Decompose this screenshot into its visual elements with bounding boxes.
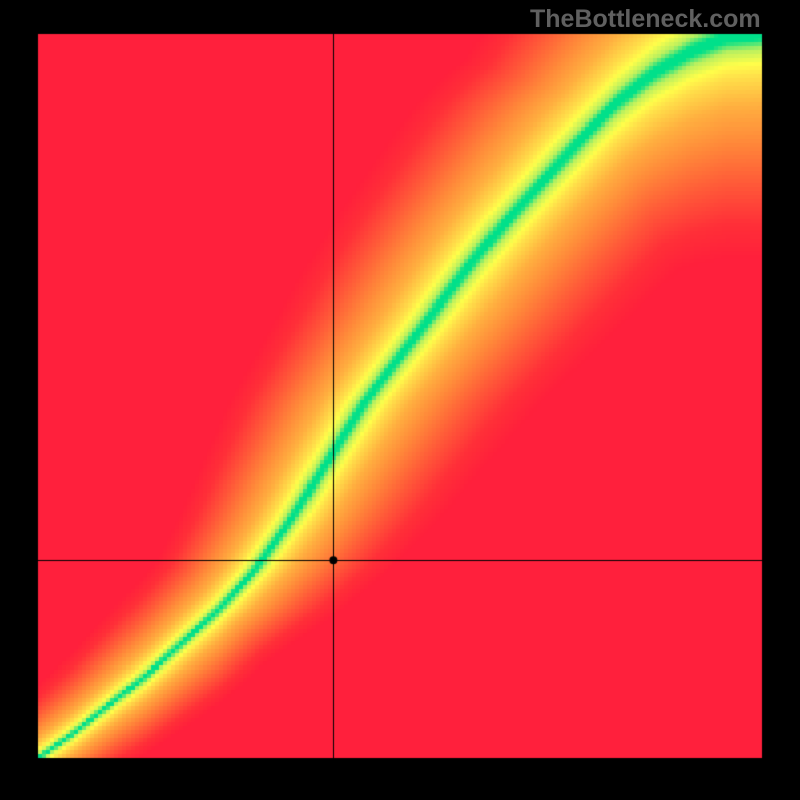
bottleneck-heatmap [0, 0, 800, 800]
watermark-text: TheBottleneck.com [530, 5, 761, 34]
